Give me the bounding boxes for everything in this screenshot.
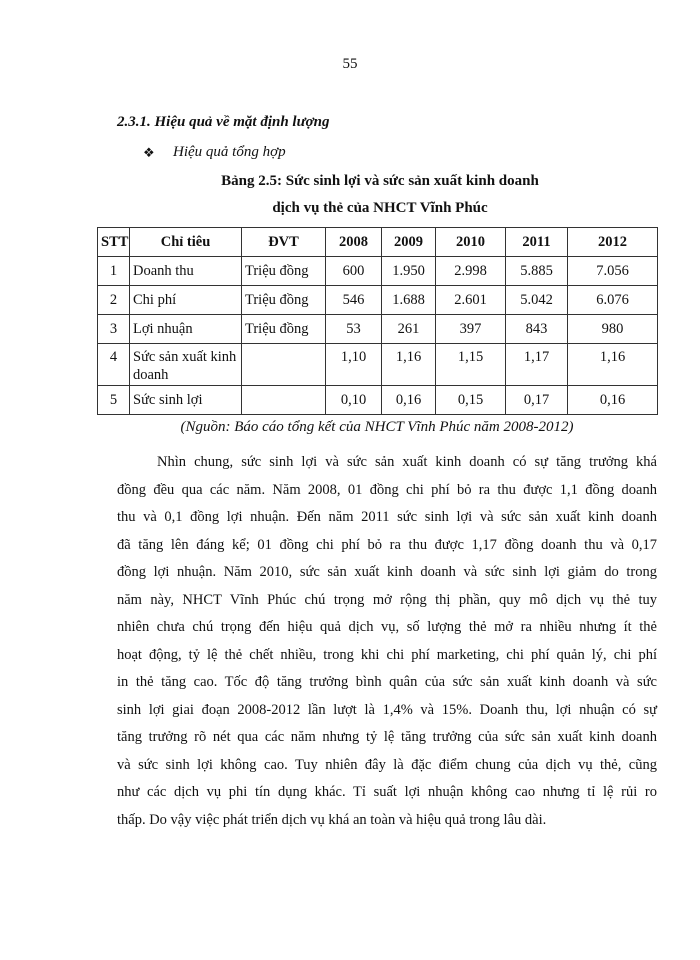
paragraph-line: in thẻ tăng cao. Tốc độ tăng trưởng bình… (117, 674, 657, 690)
table-cell: Lợi nhuận (129, 314, 242, 344)
paragraph-line: đồng đều qua các năm. Năm 2008, 01 đồng … (117, 481, 657, 498)
table-cell: 1,16 (381, 343, 436, 386)
table-row: 4 Sức sản xuất kinh doanh 1,10 1,16 1,15 1,17… (97, 343, 658, 386)
column-header: ĐVT (241, 227, 326, 257)
table-cell: 0,16 (567, 385, 658, 415)
table-cell: Triệu đồng (241, 285, 326, 315)
table-cell: 1,16 (567, 343, 658, 386)
table-cell: 3 (97, 314, 130, 344)
paragraph-line: và sức sinh lợi không cao. Tuy nhiên đây… (117, 756, 657, 773)
table-cell: 5 (97, 385, 130, 415)
table-cell: 2.601 (435, 285, 506, 315)
table-cell (241, 385, 326, 415)
paragraph-line: đã tăng lên đáng kể; 01 đồng chi phí bỏ … (117, 536, 657, 553)
paragraph-line: Nhìn chung, sức sinh lợi và sức sản xuất… (157, 454, 657, 470)
table-cell: 2 (97, 285, 130, 315)
section-heading: 2.3.1. Hiệu quả về mặt định lượng (117, 114, 330, 130)
table-cell: 0,16 (381, 385, 436, 415)
column-header: 2012 (567, 227, 658, 257)
table-cell: 843 (505, 314, 568, 344)
table-header-row: STT Chỉ tiêu ĐVT 2008 2009 2010 2011 2012 (97, 227, 658, 257)
table-cell: Sức sản xuất kinh doanh (129, 343, 242, 386)
table-cell: 5.885 (505, 256, 568, 286)
paragraph-line: đồng lợi nhuận. Năm 2010, sức sản xuất k… (117, 564, 657, 580)
table-cell: 4 (97, 343, 130, 386)
table-cell: 261 (381, 314, 436, 344)
paragraph-line: thấp. Do vậy việc phát triển dịch vụ khá… (117, 811, 547, 828)
table-cell: 6.076 (567, 285, 658, 315)
column-header: STT (97, 227, 130, 257)
table-cell: 0,17 (505, 385, 568, 415)
data-table: STT Chỉ tiêu ĐVT 2008 2009 2010 2011 2012 1 Doan… (97, 227, 658, 415)
paragraph-line: thu và 0,1 đồng lợi nhuận. Đến năm 2011 … (117, 509, 657, 525)
table-cell: 1,15 (435, 343, 506, 386)
table-cell: 600 (325, 256, 382, 286)
table-cell: 0,10 (325, 385, 382, 415)
table-cell: 1,17 (505, 343, 568, 386)
table-cell: 980 (567, 314, 658, 344)
table-cell: Sức sinh lợi (129, 385, 242, 415)
paragraph-line: như các dịch vụ phi tín dụng khác. Tỉ su… (117, 784, 657, 800)
table-title-line-1: Bảng 2.5: Sức sinh lợi và sức sản xuất k… (221, 173, 539, 189)
paragraph-line: năm này, NHCT Vĩnh Phúc chú trọng mở rộn… (117, 591, 657, 608)
paragraph-line: tăng trưởng rõ nét qua các năm nhưng tỷ … (117, 729, 657, 745)
paragraph-line: sinh lợi giai đoạn 2008-2012 lần lượt là… (117, 701, 657, 718)
table-row: 2 Chi phí Triệu đồng 546 1.688 2.601 5.042 6.07… (97, 285, 658, 315)
table-cell: 53 (325, 314, 382, 344)
table-cell: Triệu đồng (241, 256, 326, 286)
content-flow: STT Chỉ tiêu ĐVT 2008 2009 2010 2011 2012 1 Doan… (97, 227, 658, 834)
table-source: (Nguồn: Báo cáo tổng kết của NHCT Vĩnh P… (180, 419, 574, 435)
column-header: Chỉ tiêu (129, 227, 242, 257)
paragraph-line: nhiên chưa chú trọng đến hiệu quả dịch v… (117, 619, 657, 635)
paragraph-line: hoạt động, tỷ lệ thẻ chết nhiều, trong k… (117, 646, 657, 663)
table-cell: 1 (97, 256, 130, 286)
table-cell: Doanh thu (129, 256, 242, 286)
table-cell: 546 (325, 285, 382, 315)
table-cell: Triệu đồng (241, 314, 326, 344)
diamond-bullet-icon: ❖ (143, 145, 155, 160)
table-cell: 397 (435, 314, 506, 344)
column-header: 2009 (381, 227, 436, 257)
table-cell: 2.998 (435, 256, 506, 286)
table-cell: 1.688 (381, 285, 436, 315)
table-cell: Chi phí (129, 285, 242, 315)
column-header: 2010 (435, 227, 506, 257)
table-cell: 7.056 (567, 256, 658, 286)
table-row: 1 Doanh thu Triệu đồng 600 1.950 2.998 5.885 7.… (97, 256, 658, 286)
column-header: 2011 (505, 227, 568, 257)
column-header: 2008 (325, 227, 382, 257)
page-number: 55 (342, 56, 358, 72)
table-cell: 0,15 (435, 385, 506, 415)
subheading: Hiệu quả tổng hợp (173, 144, 286, 160)
table-title-line-2: dịch vụ thẻ của NHCT Vĩnh Phúc (272, 200, 488, 216)
table-cell: 1,10 (325, 343, 382, 386)
body-paragraph: Nhìn chung, sức sinh lợi và sức sản xuất… (117, 449, 657, 834)
table-row: 5 Sức sinh lợi 0,10 0,16 0,15 0,17 0,16 (97, 385, 658, 415)
table-cell (241, 343, 326, 386)
table-cell: 5.042 (505, 285, 568, 315)
table-row: 3 Lợi nhuận Triệu đồng 53 261 397 843 980 (97, 314, 658, 344)
table-cell: 1.950 (381, 256, 436, 286)
